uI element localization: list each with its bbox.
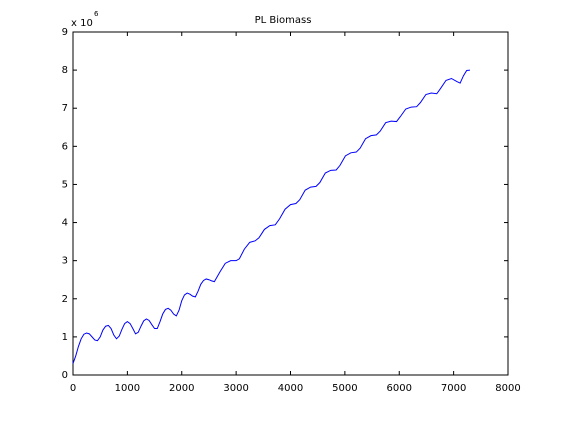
y-tick-label: 5 <box>62 179 68 190</box>
chart-title: PL Biomass <box>255 15 312 26</box>
x-tick-label: 4000 <box>278 383 303 394</box>
x-tick-label: 0 <box>70 383 76 394</box>
x-tick-label: 3000 <box>223 383 248 394</box>
y-tick-label: 8 <box>62 65 68 76</box>
y-multiplier: x 10 <box>71 18 93 29</box>
x-tick-label: 5000 <box>332 383 357 394</box>
y-tick-label: 1 <box>62 332 68 343</box>
y-tick-label: 0 <box>62 370 68 381</box>
y-tick-label: 7 <box>62 103 68 114</box>
y-tick-label: 9 <box>62 27 68 38</box>
x-tick-label: 7000 <box>441 383 466 394</box>
line-series <box>72 69 470 364</box>
x-tick-label: 2000 <box>169 383 194 394</box>
x-tick-label: 1000 <box>115 383 140 394</box>
y-tick-label: 6 <box>62 141 68 152</box>
y-multiplier-exponent: 6 <box>94 10 99 18</box>
x-tick-label: 8000 <box>495 383 520 394</box>
y-tick-label: 4 <box>62 218 68 229</box>
y-tick-label: 3 <box>62 256 68 267</box>
x-tick-label: 6000 <box>387 383 412 394</box>
y-tick-label: 2 <box>62 294 68 305</box>
